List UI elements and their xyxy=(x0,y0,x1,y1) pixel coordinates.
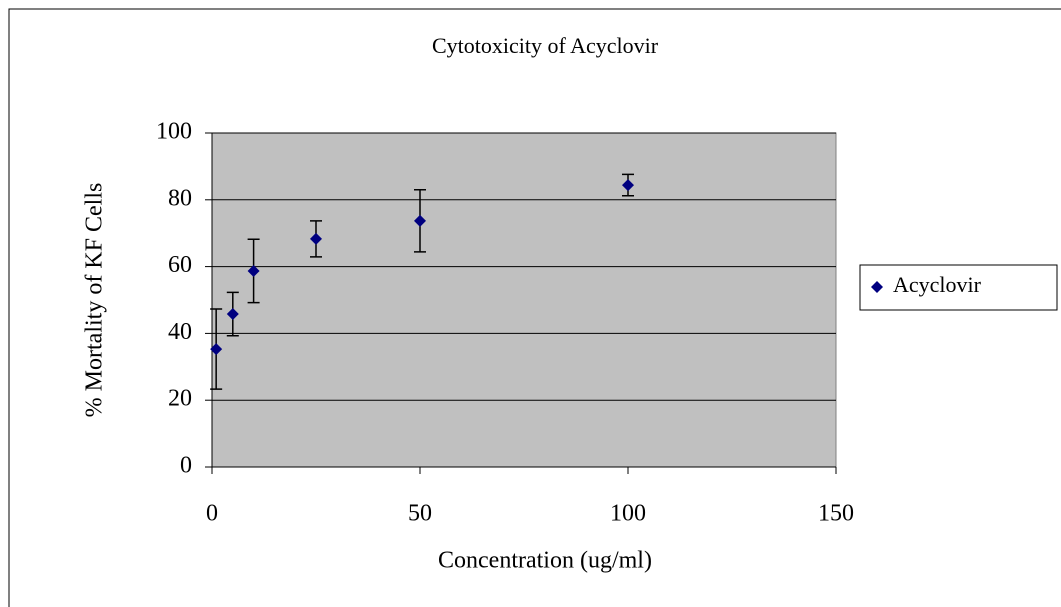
data-point xyxy=(247,264,260,277)
legend-marker xyxy=(871,281,883,293)
y-tick-label: 80 xyxy=(168,185,192,211)
data-point xyxy=(310,232,322,245)
y-tick-label: 60 xyxy=(168,252,192,278)
data-point xyxy=(414,214,426,227)
plot-area xyxy=(211,132,837,468)
y-axis-title: % Mortality of KF Cells xyxy=(82,183,108,418)
y-tick-label: 100 xyxy=(156,119,192,145)
x-tick-label: 50 xyxy=(408,501,432,527)
x-axis-title: Concentration (ug/ml) xyxy=(438,548,652,574)
y-tick-label: 20 xyxy=(168,386,192,412)
x-tick-label: 0 xyxy=(206,501,218,527)
legend-label: Acyclovir xyxy=(893,272,982,297)
data-point xyxy=(226,308,239,321)
y-tick-label: 0 xyxy=(180,453,192,479)
data-point xyxy=(210,343,223,356)
y-tick-label: 40 xyxy=(168,319,192,345)
legend-box xyxy=(859,264,1058,311)
data-point xyxy=(622,179,634,192)
chart-title: Cytotoxicity of Acyclovir xyxy=(432,33,659,58)
x-tick-label: 150 xyxy=(818,501,854,527)
x-tick-label: 100 xyxy=(610,501,646,527)
